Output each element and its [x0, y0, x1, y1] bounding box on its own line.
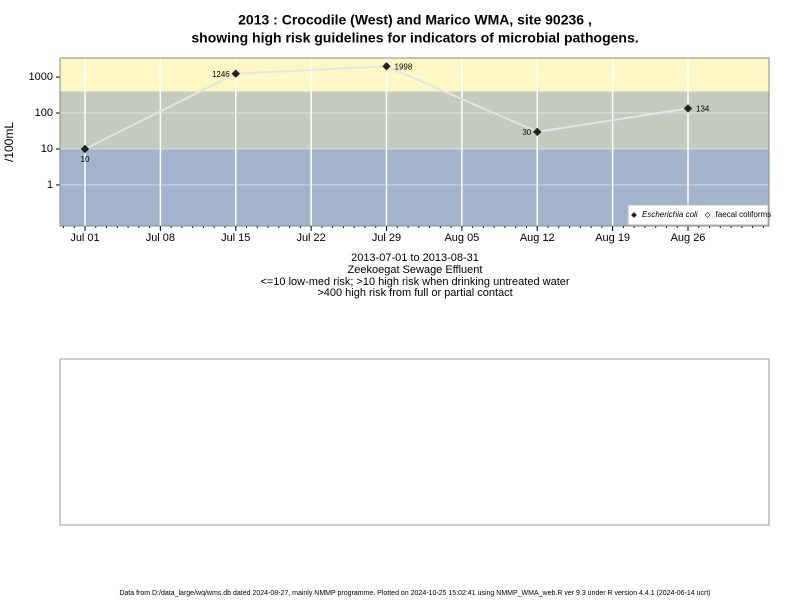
data-label: 134	[696, 105, 710, 114]
data-point	[80, 144, 90, 154]
x-tick-label: Jul 15	[221, 232, 250, 244]
y-tick-label: 1000	[29, 71, 53, 83]
data-point	[683, 104, 693, 113]
x-tick-label: Jul 22	[296, 232, 325, 244]
note: <=10 low-med risk; >10 high risk when dr…	[260, 276, 569, 288]
data-label: 1998	[395, 62, 413, 71]
plot-frame	[59, 57, 770, 227]
legend-marker	[704, 212, 711, 218]
x-tick-label: Jul 29	[372, 232, 401, 244]
empty-panel	[59, 358, 770, 526]
footer: Data from D:/data_large/wq/wms.db dated …	[119, 590, 710, 597]
legend-box	[627, 204, 769, 226]
y-tick-label: 1	[47, 179, 53, 191]
legend-label: faecal coliforms	[716, 210, 772, 219]
x-tick-label: Aug 05	[444, 232, 479, 244]
y-tick-label: 10	[41, 143, 53, 155]
risk-band	[60, 58, 769, 92]
x-tick-label: Jul 08	[146, 232, 175, 244]
legend-marker	[631, 212, 637, 218]
chart-title: 2013 : Crocodile (West) and Marico WMA, …	[238, 12, 592, 28]
x-tick-label: Jul 01	[70, 232, 99, 244]
y-tick-label: 100	[35, 107, 53, 119]
x-tick-label: Aug 19	[595, 232, 630, 244]
risk-band	[60, 91, 769, 149]
note: Zeekoegat Sewage Effluent	[348, 264, 483, 276]
x-tick-label: Aug 12	[520, 232, 555, 244]
data-label: 30	[522, 128, 531, 137]
chart-title: showing high risk guidelines for indicat…	[191, 30, 638, 46]
data-point	[533, 127, 542, 137]
note: 2013-07-01 to 2013-08-31	[351, 252, 479, 264]
x-tick-label: Aug 26	[671, 232, 706, 244]
data-label: 1246	[212, 70, 230, 79]
note: >400 high risk from full or partial cont…	[317, 287, 512, 299]
legend-label: Escherichia coli	[642, 210, 698, 219]
data-label: 10	[81, 155, 90, 164]
data-point	[382, 62, 391, 71]
y-axis-label: /100mL	[2, 122, 16, 162]
data-point	[231, 69, 240, 78]
